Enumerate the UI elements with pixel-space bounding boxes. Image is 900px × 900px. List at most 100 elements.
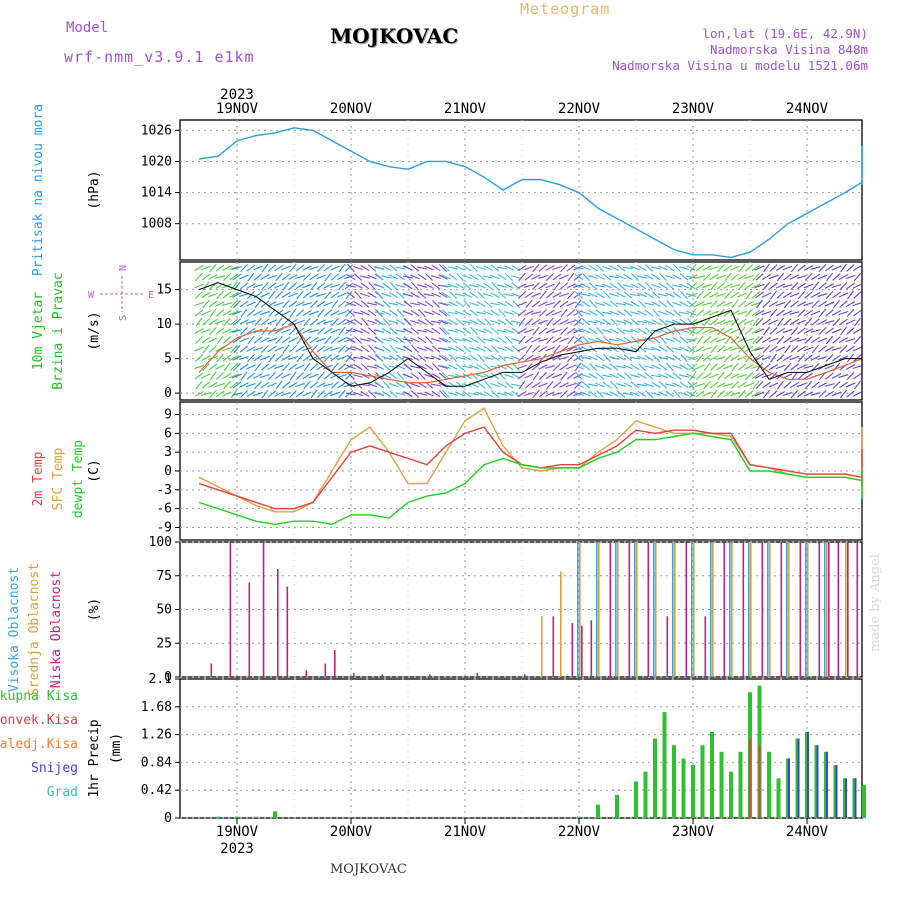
wind-barb <box>295 327 305 335</box>
wind-barb <box>274 354 284 362</box>
wind-barb <box>531 292 541 298</box>
wind-barb <box>447 374 459 378</box>
wind-barb <box>324 291 332 299</box>
date-label-bottom: 21NOV <box>444 824 487 840</box>
wind-barb <box>588 373 598 379</box>
wind-barb <box>338 389 346 399</box>
cloud-low-bar <box>704 616 707 677</box>
wind-barb <box>696 335 704 345</box>
wind-barb <box>566 364 576 370</box>
wind-barb <box>309 292 319 298</box>
wind-barb <box>239 319 249 325</box>
wind-barb <box>295 390 305 398</box>
wind-barb <box>789 274 800 280</box>
wind-barb <box>208 292 218 298</box>
station-elevation: Nadmorska Visina 848m <box>709 42 868 57</box>
y-tick-label: 25 <box>156 636 172 651</box>
wind-barb <box>817 274 828 280</box>
wind-barb <box>709 355 719 361</box>
wind-barb <box>559 337 569 343</box>
wind-barb <box>442 390 450 398</box>
wind-barb <box>595 337 605 343</box>
wind-barb <box>424 373 434 379</box>
wind-barb <box>302 354 312 362</box>
wind-barb <box>546 317 554 327</box>
wind-barb <box>624 372 632 380</box>
wind-barb <box>659 335 667 345</box>
wind-barb <box>489 302 501 306</box>
wind-barb <box>716 345 726 353</box>
wind-barb <box>738 389 746 399</box>
wind-barb <box>229 318 239 326</box>
wind-barb <box>274 301 284 307</box>
wind-barb <box>504 311 514 315</box>
wind-barb <box>490 337 500 343</box>
wind-barb <box>761 273 772 281</box>
wind-barb <box>553 344 561 354</box>
wind-barb <box>490 274 500 280</box>
wind-barb <box>730 347 740 351</box>
wind-barb <box>396 371 405 381</box>
wind-barb <box>344 274 354 280</box>
wind-barb <box>441 274 451 280</box>
cloud-low-bar <box>381 674 384 677</box>
wind-barb <box>345 290 353 300</box>
wind-barb <box>367 327 377 335</box>
wind-barb <box>552 336 562 344</box>
wind-barb <box>658 265 668 271</box>
wind-barb <box>531 300 541 308</box>
wind-barb <box>596 264 604 272</box>
wind-barb <box>418 309 426 317</box>
wind-barb <box>695 372 705 380</box>
wind-barb <box>476 391 486 397</box>
wind-barb <box>723 264 733 272</box>
wind-barb <box>396 273 405 281</box>
cloud-low-bar <box>286 586 289 677</box>
wind-barb <box>374 346 385 352</box>
wind-barb <box>796 275 807 279</box>
wind-barb <box>672 337 682 343</box>
wind-barb <box>424 391 434 397</box>
wind-barb <box>232 318 242 326</box>
wind-barb <box>469 291 479 299</box>
wind-barb <box>581 318 591 326</box>
wind-barb <box>744 282 754 290</box>
wind-barb <box>603 354 611 362</box>
wind-barb <box>344 319 354 325</box>
wind-barb <box>744 301 754 307</box>
wind-barb <box>652 308 660 318</box>
compass-label-north: N <box>118 265 129 271</box>
wind-barb <box>643 347 655 351</box>
wind-barb <box>853 335 862 345</box>
wind-barb <box>710 281 718 291</box>
wind-barb <box>448 329 458 333</box>
wind-barb <box>709 373 719 379</box>
wind-barb <box>430 383 442 387</box>
wind-barb <box>309 310 319 316</box>
wind-barb <box>345 329 357 333</box>
wind-barb <box>281 273 291 281</box>
wind-barb <box>274 372 284 380</box>
wind-barb <box>491 344 499 354</box>
wind-barb <box>687 380 695 390</box>
wind-barb <box>702 265 712 271</box>
wind-barb <box>665 327 675 335</box>
wind-barb <box>289 371 297 381</box>
wind-barb <box>588 327 598 335</box>
wind-barb <box>517 291 527 299</box>
wind-barb <box>382 300 391 308</box>
wind-barb <box>282 344 290 354</box>
wind-barb <box>448 392 458 396</box>
wind-barb <box>602 273 612 281</box>
wind-barb <box>431 373 441 379</box>
wind-barb <box>817 319 828 325</box>
wind-barb <box>517 372 527 380</box>
wind-barb <box>847 290 854 300</box>
y-tick-label: 1020 <box>141 154 172 169</box>
wind-barb <box>410 372 420 380</box>
wind-barb <box>658 345 668 353</box>
wind-barb <box>796 338 807 342</box>
wind-barb <box>589 362 597 372</box>
wind-barb <box>431 355 441 361</box>
panel-frame-wind <box>179 261 863 401</box>
